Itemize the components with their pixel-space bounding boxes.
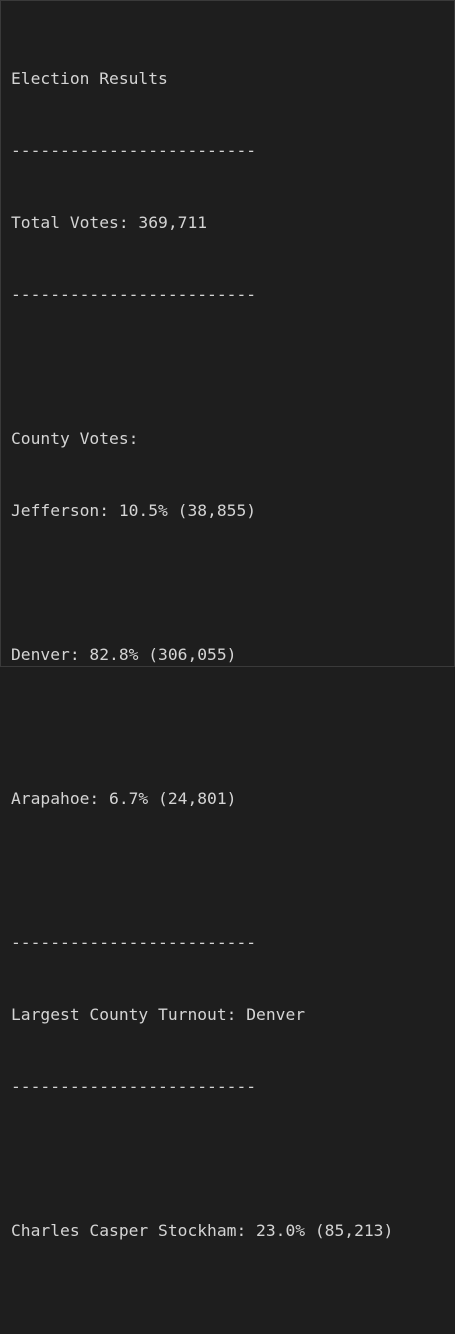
blank-line: [11, 571, 450, 595]
terminal-output: Election Results -----------------------…: [11, 19, 450, 1334]
blank-line: [11, 715, 450, 739]
county-line-jefferson: Jefferson: 10.5% (38,855): [11, 501, 257, 520]
county-line-arapahoe: Arapahoe: 6.7% (24,801): [11, 789, 237, 808]
separator-line: -------------------------: [11, 285, 257, 304]
county-votes-header: County Votes:: [11, 429, 139, 448]
blank-line: [11, 355, 450, 379]
results-title: Election Results: [11, 69, 168, 88]
blank-line: [11, 1291, 450, 1315]
largest-county-line: Largest County Turnout: Denver: [11, 1005, 306, 1024]
total-votes-line: Total Votes: 369,711: [11, 213, 208, 232]
separator-line: -------------------------: [11, 141, 257, 160]
separator-line: -------------------------: [11, 1077, 257, 1096]
blank-line: [11, 1147, 450, 1171]
county-line-denver: Denver: 82.8% (306,055): [11, 645, 237, 664]
blank-line: [11, 859, 450, 883]
candidate-line-stockham: Charles Casper Stockham: 23.0% (85,213): [11, 1221, 394, 1240]
separator-line: -------------------------: [11, 933, 257, 952]
